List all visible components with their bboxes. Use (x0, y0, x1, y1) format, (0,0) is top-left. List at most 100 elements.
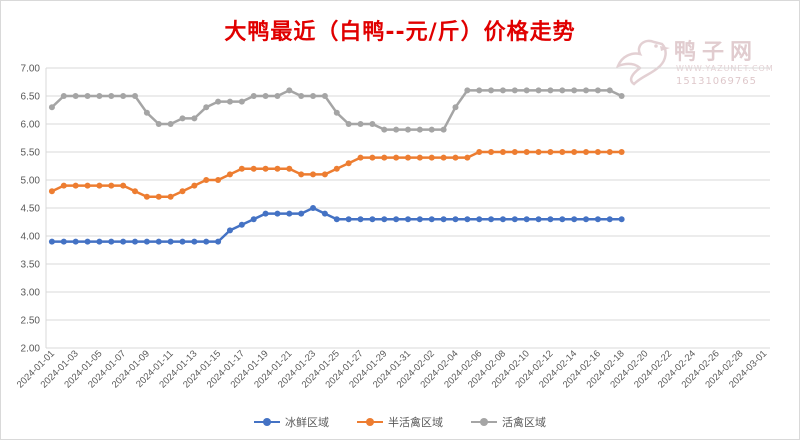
data-point (60, 238, 67, 245)
data-point (606, 149, 613, 155)
legend-swatch (357, 417, 383, 427)
data-point (523, 87, 530, 94)
data-point (369, 121, 376, 127)
y-tick-label: 3.00 (21, 288, 41, 299)
data-point (559, 87, 566, 94)
y-tick-label: 6.50 (21, 92, 41, 103)
data-point (393, 126, 400, 133)
data-point (72, 93, 79, 99)
data-point (464, 154, 471, 161)
y-tick-label: 2.00 (21, 344, 41, 355)
data-point (559, 149, 566, 155)
data-point (226, 98, 233, 105)
data-point (84, 93, 91, 99)
data-point (416, 154, 423, 161)
data-point (333, 216, 340, 223)
data-point (143, 193, 150, 200)
data-point (96, 238, 103, 245)
legend-swatch (254, 417, 280, 427)
data-point (452, 216, 459, 223)
data-point (345, 216, 352, 223)
data-point (179, 238, 186, 245)
data-point (167, 238, 174, 245)
data-point (499, 216, 506, 223)
legend-item: 冰鲜区域 (254, 414, 329, 430)
data-point (535, 216, 542, 223)
y-tick-label: 3.50 (21, 260, 41, 271)
data-point (381, 216, 388, 223)
data-point (203, 238, 210, 245)
data-point (108, 182, 115, 189)
data-point (132, 93, 139, 99)
data-point (583, 87, 590, 94)
data-point (476, 149, 483, 155)
data-point (440, 216, 447, 223)
legend-label: 冰鲜区域 (285, 416, 329, 429)
data-point (381, 154, 388, 161)
data-point (535, 149, 542, 155)
data-point (132, 188, 139, 195)
data-point (393, 154, 400, 161)
data-point (143, 238, 150, 245)
data-point (511, 216, 518, 223)
data-point (345, 160, 352, 167)
data-point (143, 109, 150, 116)
data-point (464, 216, 471, 223)
data-point (333, 165, 340, 172)
y-tick-label: 4.50 (21, 204, 41, 215)
data-point (428, 216, 435, 223)
data-point (226, 171, 233, 178)
data-point (428, 154, 435, 161)
data-point (191, 115, 198, 122)
data-point (250, 165, 257, 172)
data-point (262, 165, 269, 172)
data-point (547, 216, 554, 223)
data-point (108, 238, 115, 245)
data-point (499, 87, 506, 94)
legend-swatch (471, 417, 497, 427)
data-point (583, 216, 590, 223)
data-point (274, 93, 281, 99)
data-point (523, 149, 530, 155)
data-point (381, 126, 388, 133)
data-point (48, 104, 55, 111)
data-point (405, 154, 411, 161)
data-point (132, 238, 139, 245)
data-point (298, 93, 305, 99)
data-point (583, 149, 590, 155)
data-point (606, 216, 613, 223)
y-tick-label: 5.00 (21, 176, 41, 187)
data-point (120, 182, 127, 189)
data-point (238, 221, 245, 228)
data-point (511, 87, 518, 94)
data-point (535, 87, 542, 94)
data-point (571, 149, 578, 155)
data-point (274, 165, 281, 172)
data-point (155, 121, 162, 127)
data-point (357, 154, 364, 161)
data-point (547, 87, 554, 94)
data-point (357, 121, 364, 127)
data-point (618, 149, 625, 155)
data-point (60, 93, 67, 99)
data-point (167, 193, 174, 200)
y-tick-label: 2.50 (21, 316, 41, 327)
y-tick-label: 4.00 (21, 232, 41, 243)
data-point (215, 238, 222, 245)
data-point (191, 238, 198, 245)
chart-legend: 冰鲜区域 半活禽区域 活禽区域 (0, 414, 800, 430)
data-point (250, 216, 257, 223)
data-point (60, 182, 67, 189)
data-point (428, 126, 435, 133)
data-point (618, 216, 625, 223)
data-point (48, 238, 55, 245)
data-point (523, 216, 530, 223)
data-point (108, 93, 115, 99)
data-point (594, 149, 601, 155)
data-point (488, 87, 495, 94)
data-point (191, 182, 198, 189)
data-point (606, 87, 613, 94)
data-point (96, 182, 103, 189)
legend-item: 活禽区域 (471, 414, 546, 430)
